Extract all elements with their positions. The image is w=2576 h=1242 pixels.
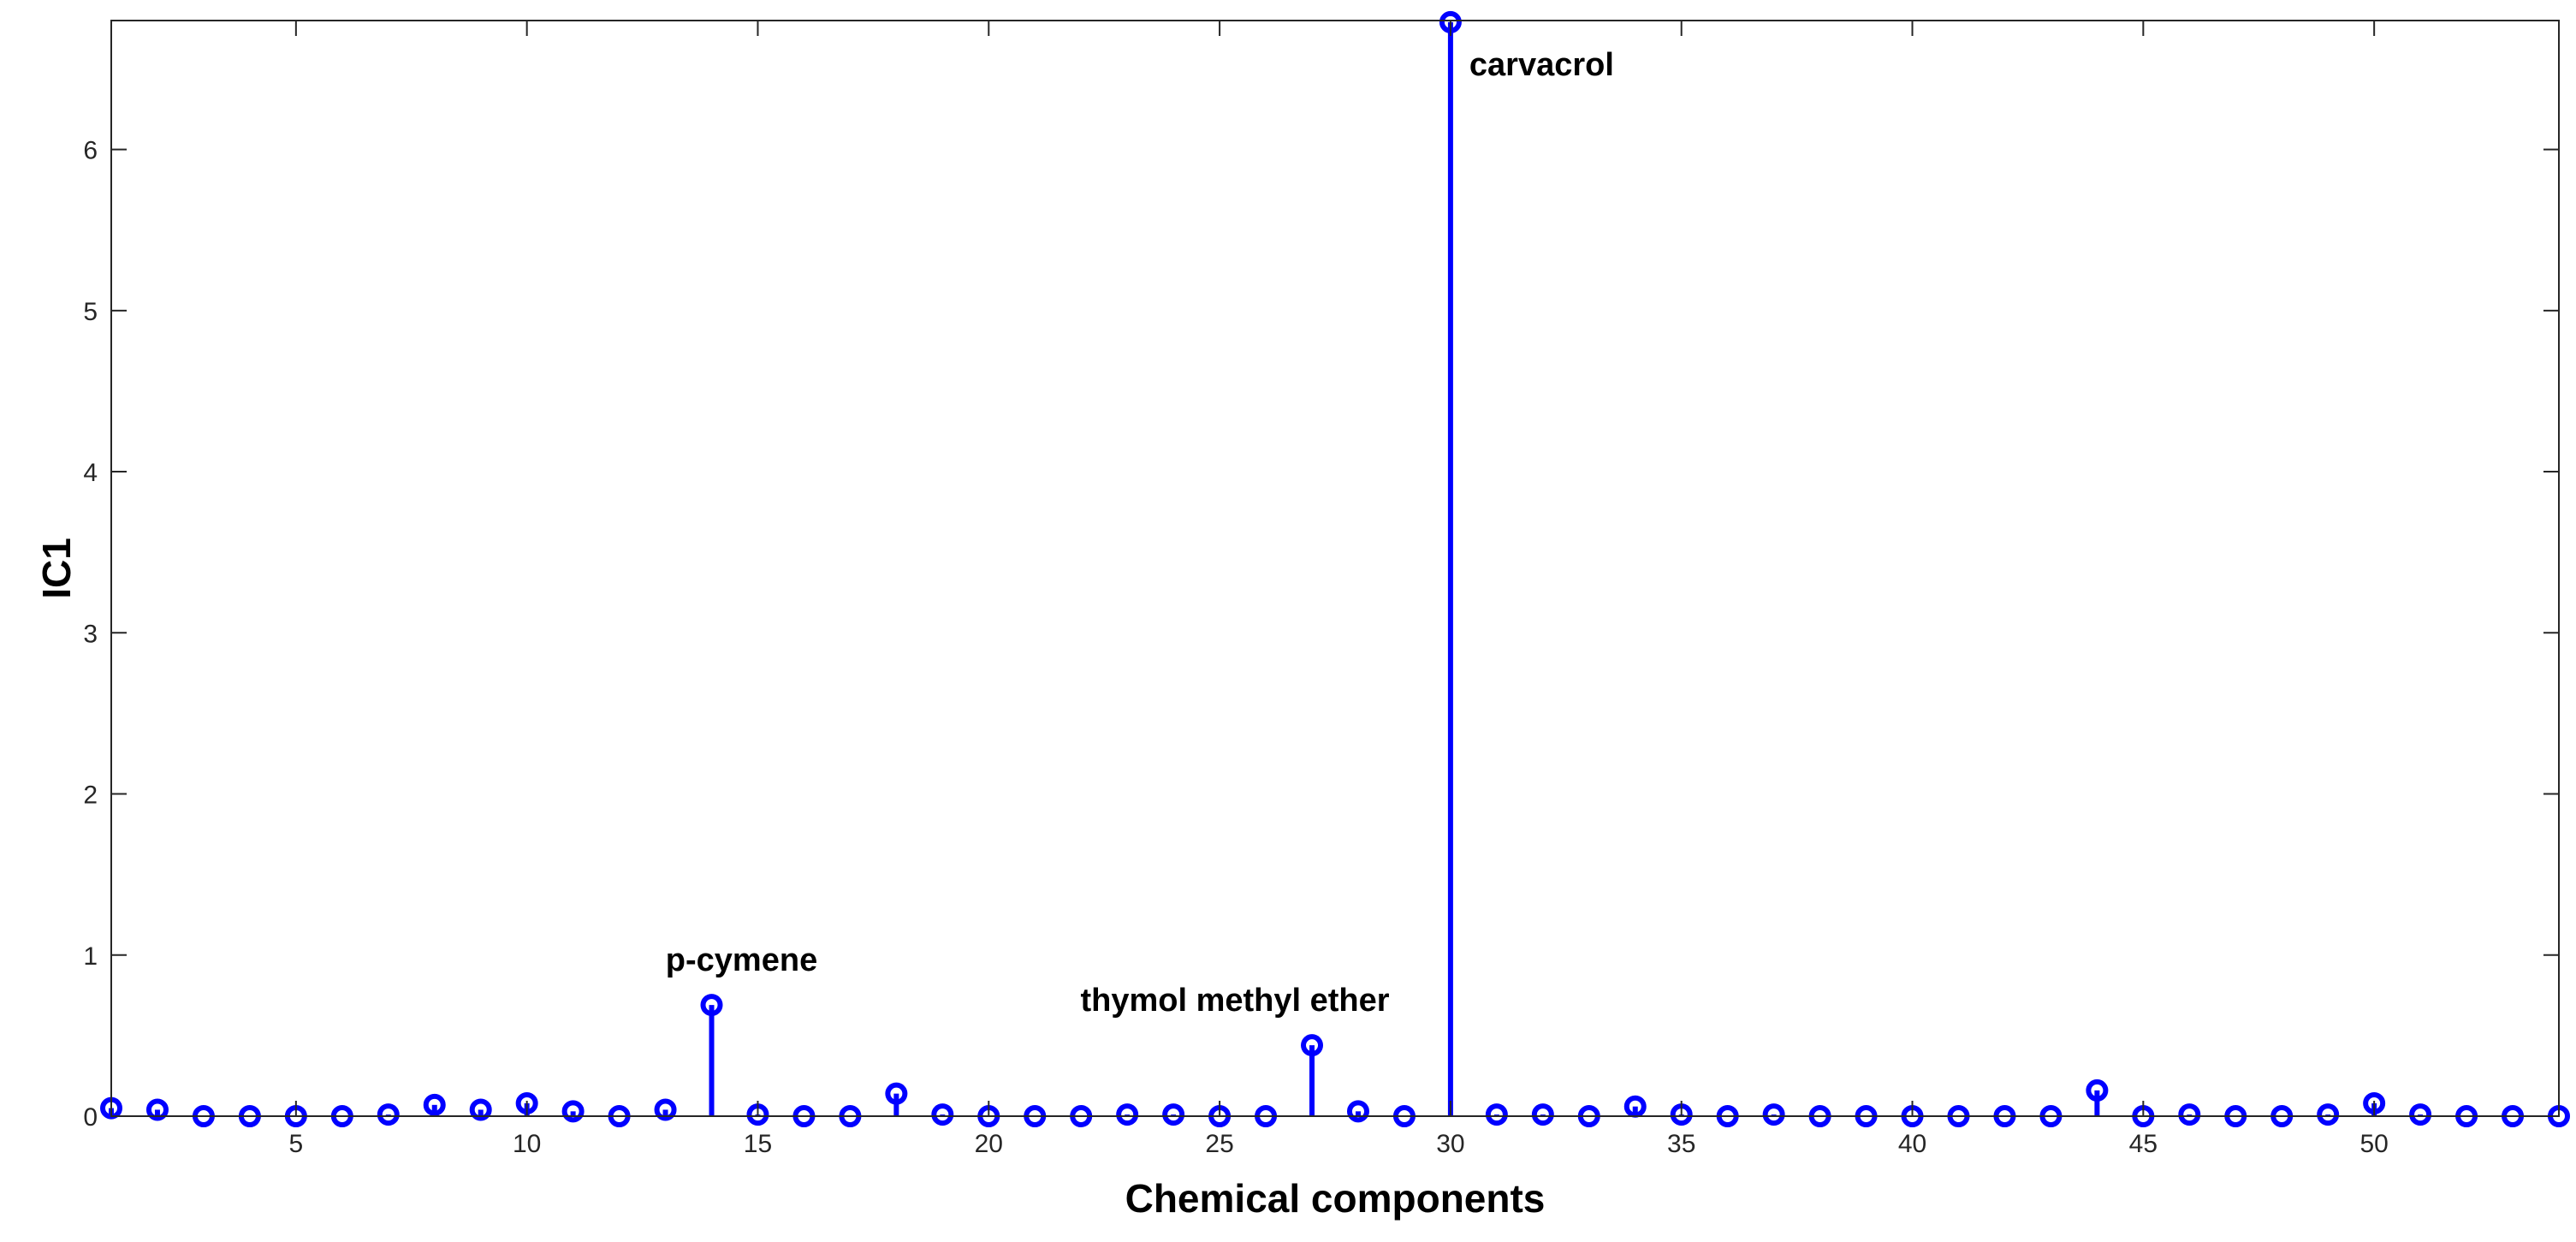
- stem-marker: [1116, 1103, 1139, 1126]
- x-tick-label: 20: [975, 1130, 1003, 1158]
- stem-marker: [2178, 1103, 2201, 1126]
- stem-marker: [1623, 1095, 1647, 1118]
- stem-marker: [1485, 1103, 1508, 1126]
- x-tick-label: 45: [2129, 1130, 2158, 1158]
- stem-marker: [145, 1098, 169, 1121]
- x-tick-label: 50: [2359, 1130, 2388, 1158]
- y-tick-label: 2: [83, 781, 98, 810]
- annotation-label: p-cymene: [666, 942, 817, 978]
- x-tick-label: 30: [1436, 1130, 1464, 1158]
- x-tick-label: 40: [1898, 1130, 1926, 1158]
- y-tick-label: 6: [83, 137, 98, 165]
- stem-marker: [423, 1093, 446, 1116]
- x-tick-label: 25: [1205, 1130, 1233, 1158]
- x-tick-label: 15: [744, 1130, 772, 1158]
- stem-marker: [469, 1098, 492, 1121]
- stem-marker: [1762, 1103, 1785, 1126]
- stem-marker: [2086, 1079, 2109, 1102]
- x-axis-title: Chemical components: [1125, 1176, 1546, 1221]
- stem-marker: [885, 1082, 908, 1105]
- stem-marker: [1162, 1103, 1185, 1126]
- stem-marker: [1531, 1103, 1554, 1126]
- stem-marker: [1346, 1100, 1369, 1123]
- stem-marker: [2409, 1103, 2432, 1126]
- y-tick-label: 0: [83, 1103, 98, 1132]
- stem-marker: [931, 1103, 954, 1126]
- x-tick-label: 35: [1667, 1130, 1695, 1158]
- y-tick-label: 4: [83, 459, 98, 487]
- y-tick-label: 1: [83, 942, 98, 971]
- stem-marker: [2317, 1103, 2340, 1126]
- plot-frame: [110, 20, 2560, 1117]
- x-tick-label: 10: [513, 1130, 541, 1158]
- y-tick-label: 3: [83, 620, 98, 648]
- stem-marker: [377, 1103, 400, 1126]
- x-tick-label: 5: [289, 1130, 304, 1158]
- stem-marker: [1301, 1034, 1324, 1057]
- stem-marker: [700, 994, 723, 1017]
- annotations: p-cymene thymol methyl ether carvacrol: [666, 47, 1614, 1019]
- y-axis-title: IC1: [34, 538, 79, 599]
- annotation-label: thymol methyl ether: [1080, 983, 1389, 1019]
- annotation-label: carvacrol: [1469, 47, 1614, 83]
- stem-marker: [654, 1098, 677, 1121]
- y-tick-label: 5: [83, 298, 98, 326]
- stem-marker: [561, 1100, 585, 1123]
